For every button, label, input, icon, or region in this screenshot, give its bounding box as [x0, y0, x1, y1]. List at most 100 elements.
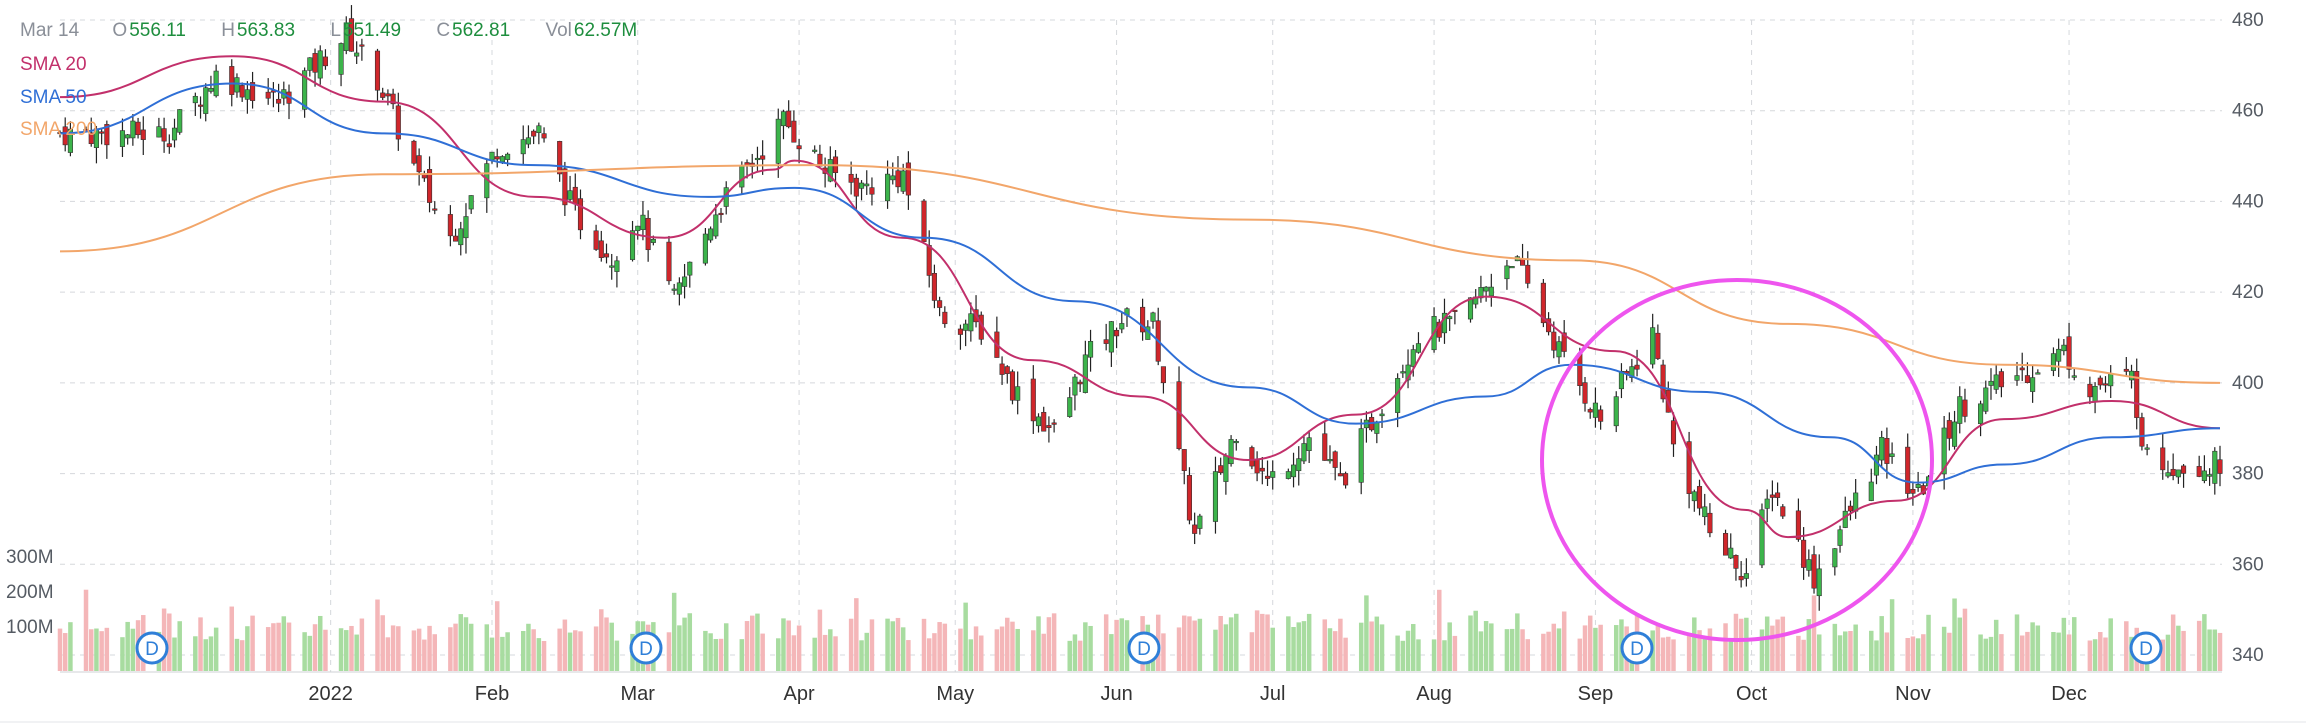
candle-body — [640, 214, 646, 230]
candle-body — [1483, 286, 1489, 292]
candle-body — [2207, 474, 2213, 477]
volume-bar — [848, 618, 854, 671]
candle-body — [1780, 506, 1786, 517]
time-tick-aug: Aug — [1416, 683, 1452, 705]
volume-bar — [2066, 634, 2072, 671]
volume-bar — [708, 633, 713, 671]
volume-tick-100M: 100M — [6, 617, 54, 638]
candle-body — [156, 126, 162, 138]
candle-body — [671, 288, 677, 291]
candle-body — [2030, 377, 2036, 392]
candle-body — [557, 141, 563, 175]
candle-body — [1556, 341, 1562, 358]
volume-bar — [1525, 639, 1531, 671]
volume-bar — [213, 627, 219, 671]
candle-body — [942, 311, 948, 325]
candle-body — [1488, 286, 1494, 297]
volume-bar — [1598, 624, 1603, 671]
volume-bar — [1775, 619, 1780, 671]
candle-body — [614, 260, 620, 272]
dividend-icon[interactable] — [135, 631, 169, 665]
volume-bar — [1400, 640, 1406, 671]
volume-bar — [1816, 634, 1822, 671]
candle-body — [1738, 575, 1744, 581]
volume-bar — [1124, 620, 1130, 671]
candle-body — [1004, 366, 1010, 374]
volume-bar — [338, 628, 344, 671]
candle-body — [239, 85, 245, 98]
sma-200-legend[interactable]: SMA 200 — [20, 119, 98, 140]
volume-bar — [1556, 628, 1562, 671]
candle-body — [682, 276, 688, 287]
candle-body — [1650, 327, 1656, 365]
volume-bar — [1223, 624, 1229, 671]
candle-body — [1853, 492, 1859, 512]
candle-body — [494, 156, 500, 160]
dividend-icon[interactable] — [2129, 631, 2163, 665]
candle-body — [1832, 548, 1838, 568]
dividend-label: D — [1630, 639, 1644, 660]
dividend-label: D — [145, 639, 159, 660]
volume-bar — [1561, 611, 1567, 671]
candle-body — [1306, 437, 1312, 451]
sma-50-legend[interactable]: SMA 50 — [20, 87, 87, 108]
candle-body — [739, 165, 745, 188]
candle-body — [1655, 332, 1661, 359]
volume-bar — [120, 637, 125, 671]
volume-bar — [94, 628, 99, 671]
price-axis: 480 460 440 420 400 380 360 340 — [2232, 10, 2264, 666]
candle-body — [1254, 459, 1260, 474]
volume-bar — [396, 626, 401, 671]
volume-bar — [531, 629, 536, 671]
volume-axis: 300M 200M 100M — [6, 547, 54, 638]
volume-bar — [1671, 639, 1676, 671]
candle-body — [525, 137, 531, 145]
highlight-circle — [1540, 278, 1934, 642]
volume-bar — [1843, 631, 1848, 671]
volume-bar — [57, 628, 63, 671]
volume-bar — [1109, 634, 1114, 671]
sma-20-legend[interactable]: SMA 20 — [20, 54, 87, 75]
candle-body — [1946, 420, 1952, 439]
candle-body — [354, 52, 360, 57]
volume-bar — [812, 637, 817, 671]
volume-bar — [520, 630, 526, 671]
volume-bar — [385, 637, 391, 671]
volume-bar — [1015, 628, 1020, 671]
dividend-icon[interactable] — [1620, 631, 1654, 665]
candle-body — [2201, 470, 2207, 482]
candle-body — [603, 253, 610, 258]
volume-bar — [2176, 625, 2181, 671]
candle-body — [2071, 375, 2077, 378]
candle-body — [322, 56, 328, 67]
dividend-icon[interactable] — [629, 631, 663, 665]
volume-bar — [2025, 631, 2030, 671]
candle-body — [1259, 467, 1265, 472]
sma-lines — [59, 55, 2221, 539]
volume-bar — [463, 617, 469, 671]
volume-bar — [1962, 608, 1968, 671]
candle-body — [302, 70, 308, 110]
volume-bar — [1723, 623, 1728, 671]
volume-bar — [999, 626, 1005, 671]
candle-body — [1868, 481, 1874, 501]
volume-bar — [776, 638, 781, 671]
volume-bar — [1332, 631, 1338, 671]
candle-body — [1233, 440, 1239, 444]
volume-bar — [1655, 622, 1661, 671]
volume-bar — [2087, 640, 2093, 671]
volume-bar — [1660, 637, 1666, 671]
dividend-icon[interactable] — [1127, 631, 1161, 665]
volume-tick-200M: 200M — [6, 582, 54, 603]
candle-body — [1140, 306, 1146, 333]
volume-bar — [1999, 634, 2004, 671]
volume-bar — [963, 602, 968, 671]
volume-bar — [1744, 617, 1749, 671]
candle-body — [1290, 464, 1297, 478]
volume-bar — [312, 624, 318, 671]
candle-body — [1801, 539, 1807, 568]
candle-body — [1467, 297, 1474, 320]
volume-bar — [1181, 615, 1187, 671]
